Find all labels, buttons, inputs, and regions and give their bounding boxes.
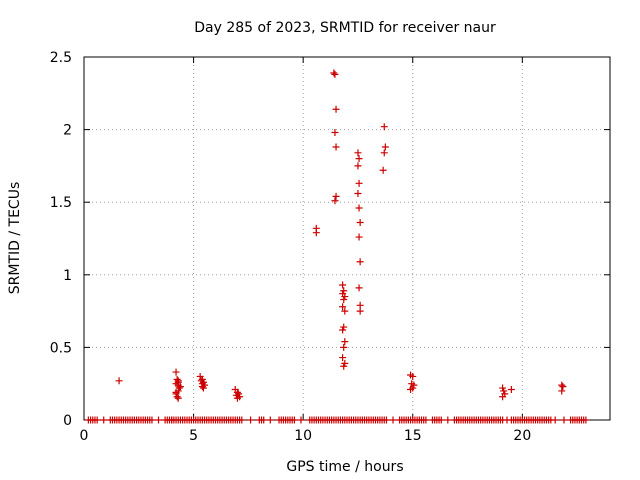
data-point [380, 149, 388, 157]
data-point [356, 258, 364, 266]
data-point [409, 372, 417, 380]
data-point [332, 105, 340, 113]
data-point [331, 129, 339, 137]
data-point [340, 362, 348, 370]
x-axis-title: GPS time / hours [286, 459, 403, 475]
data-point [407, 386, 415, 394]
data-point [355, 179, 363, 187]
data-point [354, 149, 362, 157]
data-point [331, 197, 339, 205]
data-point [559, 383, 567, 391]
x-tick-labels: 0 5 10 15 20 [80, 428, 532, 444]
axis-ticks [83, 56, 610, 421]
data-point [444, 416, 452, 424]
data-point [582, 416, 590, 424]
x-tick-label: 5 [189, 428, 198, 444]
data-point [93, 416, 101, 424]
data-point [389, 416, 397, 424]
data-point [198, 383, 206, 391]
data-point [341, 338, 349, 346]
x-tick-label: 20 [513, 428, 531, 444]
data-point [332, 192, 340, 200]
data-point [355, 233, 363, 241]
data-point [355, 204, 363, 212]
data-point [172, 388, 180, 396]
plot-frame [83, 56, 611, 421]
data-point [176, 383, 184, 391]
y-tick-label: 1 [63, 268, 72, 284]
data-point [115, 377, 123, 385]
y-tick-label: 2 [63, 123, 72, 139]
data-point [330, 69, 338, 77]
data-point [428, 416, 436, 424]
data-point [437, 416, 445, 424]
data-point [355, 284, 363, 292]
data-point [174, 377, 182, 385]
data-point [332, 143, 340, 151]
data-point [341, 307, 349, 315]
data-point [260, 416, 268, 424]
data-point [174, 394, 182, 402]
data-point [331, 70, 339, 78]
data-point [551, 416, 559, 424]
data-point [382, 416, 390, 424]
data-point [499, 393, 507, 401]
data-point [560, 416, 568, 424]
data-point [381, 143, 389, 151]
data-point [236, 393, 244, 401]
data-point [290, 416, 298, 424]
data-point [168, 416, 176, 424]
data-point [339, 326, 347, 334]
y-tick-labels: 0 0.5 1 1.5 2 2.5 [50, 50, 72, 429]
data-point [356, 219, 364, 227]
x-tick-label: 0 [80, 428, 89, 444]
data-point [199, 384, 207, 392]
data-points [84, 69, 590, 424]
data-point [172, 368, 180, 376]
data-point [312, 229, 320, 237]
data-point [339, 354, 347, 362]
data-point [238, 416, 246, 424]
grid [84, 57, 610, 420]
y-tick-label: 1.5 [50, 195, 72, 211]
data-point [100, 416, 108, 424]
data-point [503, 416, 511, 424]
data-point [339, 281, 347, 289]
chart-title: Day 285 of 2023, SRMTID for receiver nau… [194, 20, 496, 36]
data-point [155, 416, 163, 424]
data-point [297, 416, 305, 424]
y-tick-label: 2.5 [50, 50, 72, 66]
data-point [173, 393, 181, 401]
data-point [356, 307, 364, 315]
data-point [247, 416, 255, 424]
y-tick-label: 0.5 [50, 340, 72, 356]
data-point [380, 123, 388, 131]
y-tick-label: 0 [63, 413, 72, 429]
data-point [354, 162, 362, 170]
data-point [266, 416, 274, 424]
data-point [339, 303, 347, 311]
data-point [354, 189, 362, 197]
data-point [422, 416, 430, 424]
data-point [148, 416, 156, 424]
data-point [340, 343, 348, 351]
data-point [507, 386, 515, 394]
x-tick-label: 10 [294, 428, 312, 444]
data-point [340, 295, 348, 303]
data-point [558, 387, 566, 395]
x-tick-label: 15 [404, 428, 422, 444]
y-axis-title: SRMTID / TECUs [7, 182, 23, 295]
data-point [379, 166, 387, 174]
data-point [355, 155, 363, 163]
